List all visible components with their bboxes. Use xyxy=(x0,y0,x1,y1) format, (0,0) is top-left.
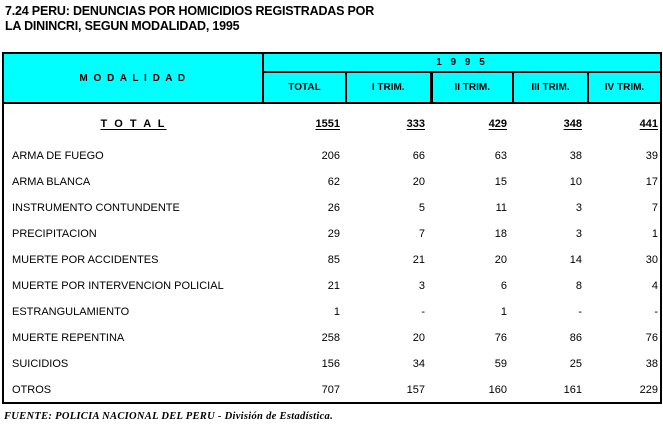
value-cell: 11 xyxy=(431,195,513,221)
value-cell: 85 xyxy=(263,247,346,273)
value-cell: 157 xyxy=(346,377,431,403)
source-note: FUENTE: POLICIA NACIONAL DEL PERU - Divi… xyxy=(4,411,334,422)
total-value-cell: 1551 xyxy=(263,103,346,143)
modality-label: MUERTE POR ACCIDENTES xyxy=(3,247,263,273)
page-title-line1: 7.24 PERU: DENUNCIAS POR HOMICIDIOS REGI… xyxy=(5,4,375,18)
total-value-cell: 429 xyxy=(431,103,513,143)
value-cell: 160 xyxy=(431,377,513,403)
table-row: PRECIPITACION 29 7 18 3 1 xyxy=(3,221,661,247)
total-value-cell: 333 xyxy=(346,103,431,143)
value-cell: 76 xyxy=(431,325,513,351)
modality-label: MUERTE POR INTERVENCION POLICIAL xyxy=(3,273,263,299)
page-title-line2: LA DININCRI, SEGUN MODALIDAD, 1995 xyxy=(5,19,240,33)
value-cell: 18 xyxy=(431,221,513,247)
statistics-table: M O D A L I D A D 1 9 9 5 TOTAL I TRIM. … xyxy=(2,52,662,404)
value-cell: 8 xyxy=(513,273,588,299)
table-row: ARMA BLANCA 62 20 15 10 17 xyxy=(3,169,661,195)
year-header: 1 9 9 5 xyxy=(263,53,661,73)
table-header: M O D A L I D A D 1 9 9 5 TOTAL I TRIM. … xyxy=(3,53,661,104)
modality-label: SUICIDIOS xyxy=(3,351,263,377)
value-cell: 26 xyxy=(263,195,346,221)
table-row: MUERTE POR INTERVENCION POLICIAL 21 3 6 … xyxy=(3,273,661,299)
table-row: ARMA DE FUEGO 206 66 63 38 39 xyxy=(3,143,661,169)
value-cell: - xyxy=(513,299,588,325)
table-row: MUERTE REPENTINA 258 20 76 86 76 xyxy=(3,325,661,351)
modality-label: ARMA DE FUEGO xyxy=(3,143,263,169)
page-title: 7.24 PERU: DENUNCIAS POR HOMICIDIOS REGI… xyxy=(5,4,374,34)
column-header-trim3: III TRIM. xyxy=(512,72,588,104)
value-cell: 86 xyxy=(513,325,588,351)
value-cell: 7 xyxy=(588,195,661,221)
table-body: T O T A L 1551 333 429 348 441 ARMA DE F… xyxy=(3,103,661,403)
modality-label: MUERTE REPENTINA xyxy=(3,325,263,351)
value-cell: 63 xyxy=(431,143,513,169)
table-row: ESTRANGULAMIENTO 1 - 1 - - xyxy=(3,299,661,325)
value-cell: 206 xyxy=(263,143,346,169)
modality-label: ESTRANGULAMIENTO xyxy=(3,299,263,325)
column-header-trim4: IV TRIM. xyxy=(587,72,661,104)
value-cell: 25 xyxy=(513,351,588,377)
value-cell: 17 xyxy=(588,169,661,195)
table-row: MUERTE POR ACCIDENTES 85 21 20 14 30 xyxy=(3,247,661,273)
modality-label: PRECIPITACION xyxy=(3,221,263,247)
value-cell: 1 xyxy=(588,221,661,247)
value-cell: 21 xyxy=(263,273,346,299)
value-cell: 258 xyxy=(263,325,346,351)
modality-label: INSTRUMENTO CONTUNDENTE xyxy=(3,195,263,221)
total-row-label: T O T A L xyxy=(3,103,263,143)
value-cell: 20 xyxy=(431,247,513,273)
value-cell: - xyxy=(588,299,661,325)
value-cell: 20 xyxy=(346,169,431,195)
value-cell: 6 xyxy=(431,273,513,299)
modality-label: ARMA BLANCA xyxy=(3,169,263,195)
value-cell: 66 xyxy=(346,143,431,169)
value-cell: 30 xyxy=(588,247,661,273)
value-cell: 1 xyxy=(431,299,513,325)
total-value-cell: 348 xyxy=(513,103,588,143)
value-cell: 15 xyxy=(431,169,513,195)
value-cell: 29 xyxy=(263,221,346,247)
value-cell: 62 xyxy=(263,169,346,195)
value-cell: 4 xyxy=(588,273,661,299)
total-row: T O T A L 1551 333 429 348 441 xyxy=(3,103,661,143)
value-cell: 39 xyxy=(588,143,661,169)
table-row: SUICIDIOS 156 34 59 25 38 xyxy=(3,351,661,377)
value-cell: 1 xyxy=(263,299,346,325)
value-cell: 76 xyxy=(588,325,661,351)
value-cell: 20 xyxy=(346,325,431,351)
table-row: INSTRUMENTO CONTUNDENTE 26 5 11 3 7 xyxy=(3,195,661,221)
column-header-total: TOTAL xyxy=(263,72,346,104)
value-cell: 3 xyxy=(346,273,431,299)
value-cell: 5 xyxy=(346,195,431,221)
value-cell: 21 xyxy=(346,247,431,273)
value-cell: 707 xyxy=(263,377,346,403)
value-cell: - xyxy=(346,299,431,325)
value-cell: 7 xyxy=(346,221,431,247)
value-cell: 38 xyxy=(513,143,588,169)
value-cell: 3 xyxy=(513,221,588,247)
value-cell: 10 xyxy=(513,169,588,195)
value-cell: 156 xyxy=(263,351,346,377)
table-row: OTROS 707 157 160 161 229 xyxy=(3,377,661,403)
modality-label: OTROS xyxy=(3,377,263,403)
column-header-modalidad: M O D A L I D A D xyxy=(3,53,264,104)
value-cell: 59 xyxy=(431,351,513,377)
column-header-trim1: I TRIM. xyxy=(345,72,431,104)
total-value-cell: 441 xyxy=(588,103,661,143)
value-cell: 161 xyxy=(513,377,588,403)
column-header-trim2: II TRIM. xyxy=(429,72,513,104)
value-cell: 229 xyxy=(588,377,661,403)
value-cell: 34 xyxy=(346,351,431,377)
value-cell: 14 xyxy=(513,247,588,273)
value-cell: 3 xyxy=(513,195,588,221)
value-cell: 38 xyxy=(588,351,661,377)
